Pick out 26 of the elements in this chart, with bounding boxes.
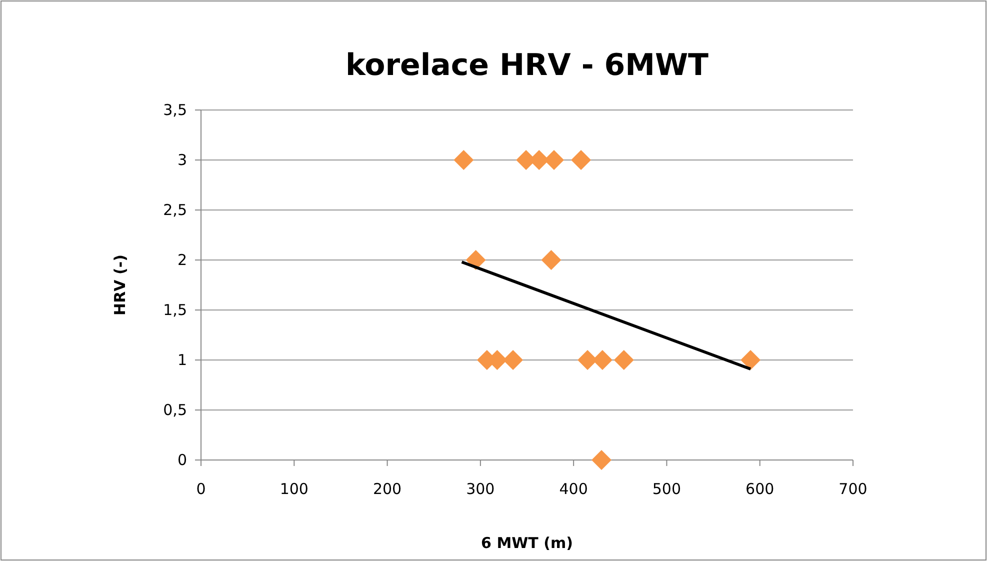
- x-tick-label: 500: [652, 480, 682, 498]
- x-tick-label: 300: [466, 480, 495, 498]
- y-tick-label: 2,5: [163, 201, 187, 219]
- y-tick-label: 0: [177, 451, 187, 469]
- y-tick-label: 2: [177, 251, 187, 269]
- point: [740, 350, 761, 370]
- y-axis-title: HRV (-): [111, 254, 129, 316]
- point: [503, 350, 524, 370]
- x-axis-title: 6 MWT (m): [481, 534, 573, 552]
- point: [592, 450, 612, 470]
- y-tick-label: 3: [177, 151, 187, 169]
- x-tick-label: 400: [559, 480, 588, 498]
- x-tick-label: 0: [196, 480, 206, 498]
- x-tick-label: 200: [372, 480, 402, 498]
- point: [454, 150, 474, 170]
- y-tick-label: 3,5: [163, 101, 187, 119]
- x-tick-label: 100: [280, 480, 308, 498]
- y-tick-label: 0,5: [163, 401, 187, 419]
- point: [614, 350, 634, 370]
- y-tick-label: 1: [177, 351, 187, 369]
- point: [541, 250, 562, 270]
- y-tick-label: 1,5: [163, 301, 187, 319]
- point: [571, 150, 592, 170]
- x-tick-label: 600: [746, 480, 774, 498]
- chart-title: korelace HRV - 6MWT: [345, 48, 710, 83]
- x-tick-label: 700: [838, 480, 868, 498]
